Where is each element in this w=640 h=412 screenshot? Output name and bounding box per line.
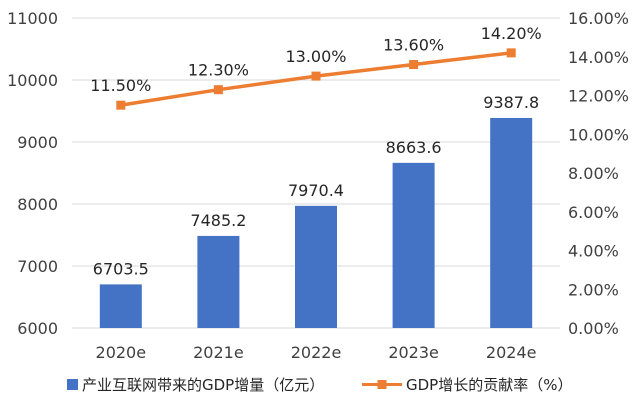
line-marker-2 xyxy=(311,71,321,81)
line-label-1: 12.30% xyxy=(188,61,249,80)
bar-label-4: 9387.8 xyxy=(483,93,539,112)
bar-label-2: 7970.4 xyxy=(288,181,344,200)
y-left-tick-label-5: 11000 xyxy=(7,9,58,28)
line-label-4: 14.20% xyxy=(481,24,542,43)
y-right-tick-label-5: 10.00% xyxy=(568,125,629,144)
line-marker-1 xyxy=(213,85,223,95)
y-left-tick-label-3: 9000 xyxy=(17,133,58,152)
legend: 产业互联网带来的GDP增量（亿元） GDP增长的贡献率（%） xyxy=(67,376,572,394)
legend-bar-swatch xyxy=(67,379,78,390)
y-right-tick-label-7: 14.00% xyxy=(568,48,629,67)
bar-label-3: 8663.6 xyxy=(386,138,442,157)
bar-0 xyxy=(99,284,142,328)
legend-line-marker xyxy=(377,380,387,389)
y-right-tick-label-0: 0.00% xyxy=(568,319,619,338)
y-left-tick-label-2: 8000 xyxy=(17,195,58,214)
x-tick-label-0: 2020e xyxy=(96,343,147,362)
x-tick-label-2: 2022e xyxy=(291,343,342,362)
axes: 6000 7000 8000 9000 10000 11000 0.00% 2.00% 4.00… xyxy=(7,9,629,362)
line-label-0: 11.50% xyxy=(90,76,151,95)
y-right-tick-label-4: 8.00% xyxy=(568,164,619,183)
legend-bar-label: 产业互联网带来的GDP增量（亿元） xyxy=(82,376,324,394)
y-right-tick-label-6: 12.00% xyxy=(568,87,629,106)
y-right-tick-label-8: 16.00% xyxy=(568,9,629,28)
bar-3 xyxy=(392,162,435,328)
line-series xyxy=(116,48,516,110)
bar-2 xyxy=(295,205,337,328)
y-right-tick-label-1: 2.00% xyxy=(568,280,619,299)
bar-1 xyxy=(197,235,240,328)
line-label-3: 13.60% xyxy=(383,36,444,55)
data-labels: 6703.5 7485.2 7970.4 8663.6 9387.8 11.50% 12.3… xyxy=(90,24,541,279)
bar-series xyxy=(99,117,533,329)
line-marker-3 xyxy=(409,60,419,69)
bar-4 xyxy=(490,117,533,329)
line-marker-0 xyxy=(116,100,126,110)
y-right-tick-label-3: 6.00% xyxy=(568,203,619,222)
line-label-2: 13.00% xyxy=(285,47,346,66)
bar-label-1: 7485.2 xyxy=(190,211,246,230)
x-tick-label-3: 2023e xyxy=(388,343,439,362)
bar-label-0: 6703.5 xyxy=(93,259,149,278)
line-marker-4 xyxy=(506,48,516,58)
y-left-tick-label-4: 10000 xyxy=(7,71,58,90)
x-tick-label-1: 2021e xyxy=(193,343,244,362)
y-left-tick-label-1: 7000 xyxy=(17,257,58,276)
y-right-tick-label-2: 4.00% xyxy=(568,242,619,261)
legend-line-label: GDP增长的贡献率（%） xyxy=(406,376,572,394)
x-tick-label-4: 2024e xyxy=(486,343,537,362)
y-left-tick-label-0: 6000 xyxy=(17,319,58,338)
